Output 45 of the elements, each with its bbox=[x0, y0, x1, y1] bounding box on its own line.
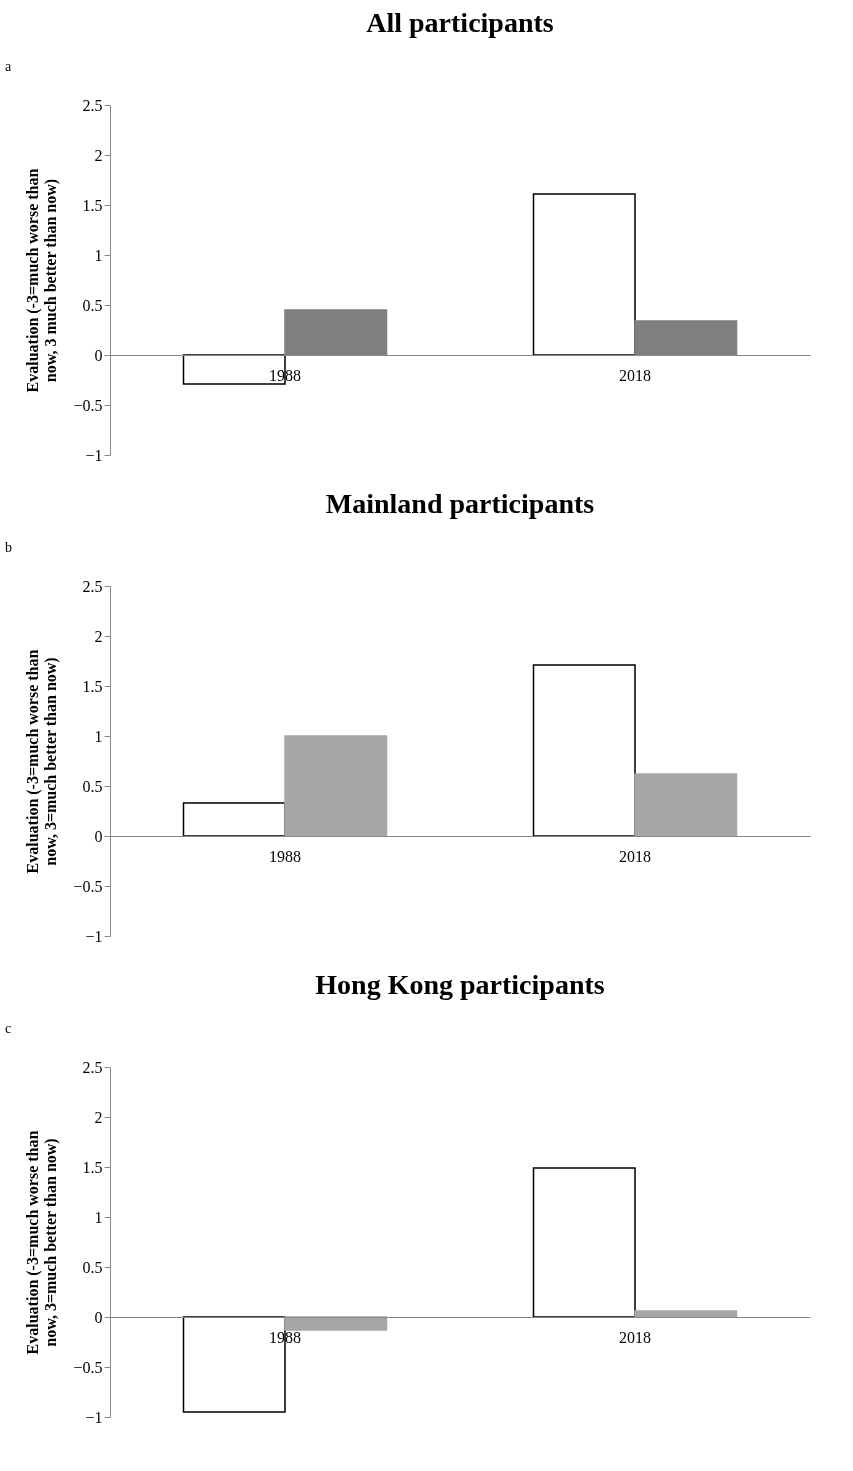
bar bbox=[532, 1167, 636, 1318]
text: b bbox=[5, 540, 12, 555]
y-tick-label: 0.5 bbox=[82, 296, 103, 314]
bar bbox=[284, 1316, 388, 1331]
text: a bbox=[5, 59, 12, 74]
text: c bbox=[5, 1021, 12, 1036]
y-tick-label: 0 bbox=[94, 1308, 103, 1326]
y-axis-title: Evaluation (-3=much worse than now, 3=much better than now) bbox=[24, 1130, 61, 1355]
y-tick-label: −0.5 bbox=[73, 1358, 103, 1376]
y-tick-label: −1 bbox=[85, 927, 103, 945]
y-tick-label: 1 bbox=[94, 727, 103, 745]
y-axis-title: Evaluation (-3=much worse than now, 3=much better than now) bbox=[24, 649, 61, 874]
y-tick-label: −0.5 bbox=[73, 396, 103, 414]
bar bbox=[634, 1310, 738, 1318]
bar bbox=[182, 802, 286, 837]
y-tick-label: 1.5 bbox=[82, 1158, 103, 1176]
x-tick-label: 1988 bbox=[269, 847, 301, 865]
y-tick-label: 2.5 bbox=[82, 577, 103, 595]
chart-title: All participants bbox=[366, 7, 554, 38]
chart-title: Hong Kong participants bbox=[315, 969, 605, 1000]
y-tick-label: −0.5 bbox=[73, 877, 103, 895]
y-tick-label: −1 bbox=[85, 1408, 103, 1426]
y-tick-label: 1 bbox=[94, 246, 103, 264]
y-tick-label: 1 bbox=[94, 1208, 103, 1226]
y-axis-title: Evaluation (-3=much worse than now, 3 much better than now) bbox=[24, 168, 61, 393]
y-tick-label: 2 bbox=[94, 1108, 103, 1126]
y-tick-label: 2 bbox=[94, 146, 103, 164]
y-tick-label: 1.5 bbox=[82, 677, 103, 695]
y-tick-label: 0.5 bbox=[82, 1258, 103, 1276]
y-tick-label: 2.5 bbox=[82, 1058, 103, 1076]
y-tick-label: 2.5 bbox=[82, 96, 103, 114]
bar bbox=[532, 664, 636, 837]
y-tick-label: 0.5 bbox=[82, 777, 103, 795]
bar bbox=[284, 735, 388, 837]
x-tick-label: 2018 bbox=[619, 366, 651, 384]
x-tick-label: 2018 bbox=[619, 1328, 651, 1346]
bar bbox=[634, 773, 738, 837]
y-tick-label: −1 bbox=[85, 446, 103, 464]
y-tick-label: 0 bbox=[94, 827, 103, 845]
y-tick-label: 0 bbox=[94, 346, 103, 364]
y-tick-label: 1.5 bbox=[82, 196, 103, 214]
y-tick-label: 2 bbox=[94, 627, 103, 645]
x-tick-label: 2018 bbox=[619, 847, 651, 865]
bar bbox=[532, 193, 636, 356]
chart-title: Mainland participants bbox=[325, 488, 595, 519]
